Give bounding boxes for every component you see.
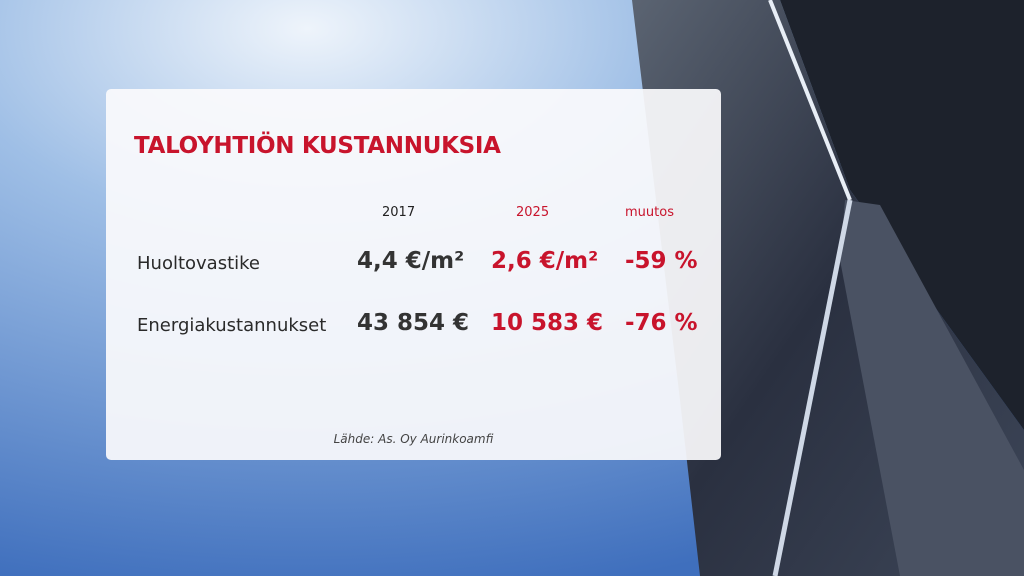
column-header: 2025 (516, 205, 550, 220)
cell: 10 583 € (491, 310, 604, 336)
cell: 43 854 € (357, 310, 470, 336)
source: Lähde: As. Oy Aurinkoamfi (333, 432, 494, 446)
row-label: Energiakustannukset (137, 315, 327, 336)
row-label: Huoltovastike (137, 253, 261, 274)
cell: -59 % (625, 248, 698, 274)
cell: 2,6 €/m² (491, 248, 599, 274)
cell: 4,4 €/m² (357, 248, 465, 274)
column-header: 2017 (382, 205, 416, 220)
title: TALOYHTIÖN KUSTANNUKSIA (134, 133, 501, 159)
column-header: muutos (625, 205, 674, 220)
info-card: TALOYHTIÖN KUSTANNUKSIA 2017 2025 muutos… (106, 89, 721, 460)
cell: -76 % (625, 310, 698, 336)
